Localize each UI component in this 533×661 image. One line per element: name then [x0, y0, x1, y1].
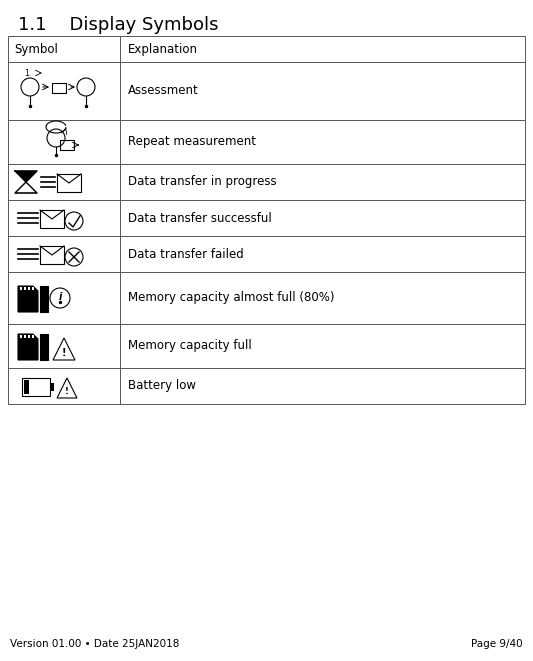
Bar: [32, 287, 34, 290]
Polygon shape: [53, 338, 75, 360]
Bar: [28, 287, 30, 290]
Text: Page 9/40: Page 9/40: [471, 639, 523, 649]
Polygon shape: [15, 171, 37, 182]
Bar: [24, 380, 29, 394]
Bar: [52, 83, 66, 93]
Text: 1.: 1.: [24, 69, 31, 77]
Bar: [24, 335, 26, 338]
Bar: [22, 378, 50, 396]
Bar: [60, 140, 74, 150]
Bar: [40, 246, 64, 264]
Bar: [8, 36, 525, 404]
Polygon shape: [18, 334, 38, 360]
Text: Explanation: Explanation: [128, 42, 198, 56]
Text: Version 01.00 • Date 25JAN2018: Version 01.00 • Date 25JAN2018: [10, 639, 180, 649]
Text: Repeat measurement: Repeat measurement: [128, 136, 256, 149]
Bar: [50, 383, 54, 391]
Bar: [28, 335, 30, 338]
Bar: [40, 210, 64, 228]
Text: Memory capacity full: Memory capacity full: [128, 340, 252, 352]
Text: Memory capacity almost full (80%): Memory capacity almost full (80%): [128, 292, 335, 305]
Bar: [40, 286, 48, 312]
Bar: [57, 174, 81, 192]
Polygon shape: [57, 378, 77, 398]
Text: !: !: [62, 348, 66, 358]
Text: Symbol: Symbol: [14, 42, 58, 56]
Text: Data transfer successful: Data transfer successful: [128, 212, 272, 225]
Text: Data transfer in progress: Data transfer in progress: [128, 176, 277, 188]
Bar: [20, 287, 22, 290]
Text: Battery low: Battery low: [128, 379, 196, 393]
Text: Assessment: Assessment: [128, 85, 199, 98]
Text: Data transfer failed: Data transfer failed: [128, 247, 244, 260]
Polygon shape: [18, 286, 38, 312]
Text: i: i: [58, 292, 62, 302]
Bar: [32, 335, 34, 338]
Bar: [40, 334, 48, 360]
Bar: [20, 335, 22, 338]
Text: 1.1    Display Symbols: 1.1 Display Symbols: [18, 16, 219, 34]
Bar: [24, 287, 26, 290]
Text: !: !: [65, 387, 69, 397]
